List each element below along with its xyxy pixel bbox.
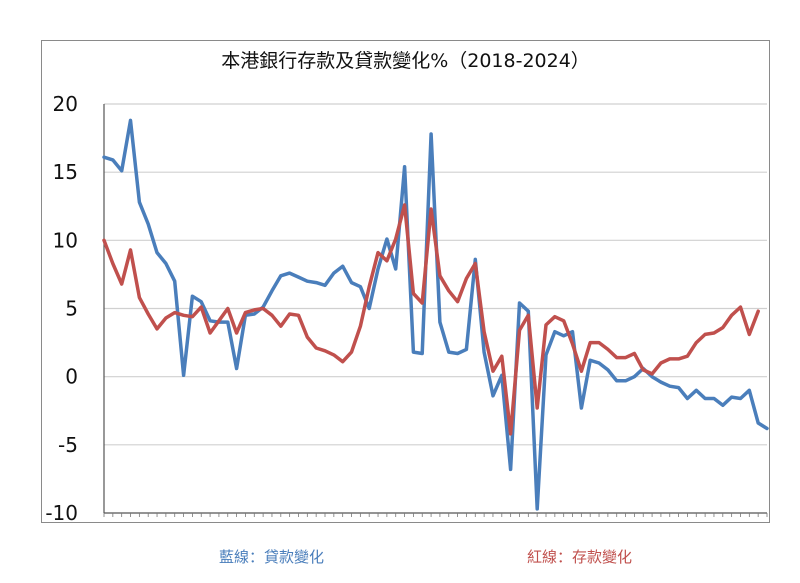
y-tick-label: 5 [65, 297, 78, 321]
series-line-deposits [102, 203, 760, 436]
legend-deposits: 紅線：存款變化 [527, 548, 633, 566]
y-tick-label: 10 [53, 228, 78, 252]
legend-loans: 藍線：貸款變化 [219, 548, 325, 566]
y-tick-label: -10 [45, 501, 78, 525]
y-tick-label: 0 [65, 365, 78, 389]
y-tick-label: 20 [53, 92, 78, 116]
chart-frame [41, 40, 770, 523]
y-tick-label: 15 [53, 160, 78, 184]
chart-title: 本港銀行存款及貸款變化%（2018-2024） [221, 50, 590, 72]
y-tick-label: -5 [58, 433, 78, 457]
series-line-loans [102, 118, 769, 511]
